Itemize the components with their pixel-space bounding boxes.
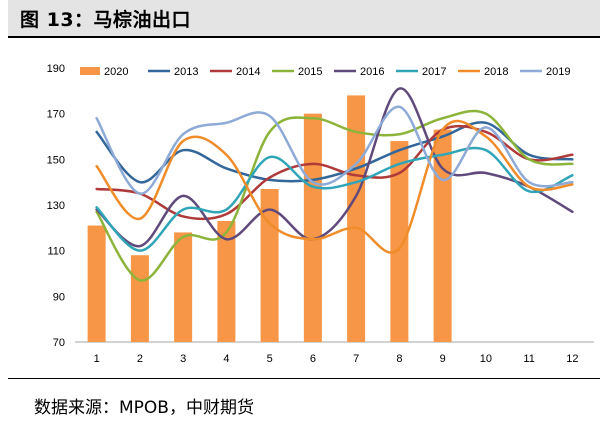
line-2016: [95, 87, 574, 248]
line-series: [95, 87, 574, 282]
legend-label-2019: 2019: [546, 66, 570, 78]
x-tick-label: 9: [440, 353, 446, 365]
bar-2020: [174, 232, 193, 342]
legend-label-2020: 2020: [104, 66, 128, 78]
bar-2020: [130, 255, 149, 342]
x-tick-label: 6: [310, 353, 316, 365]
x-tick-label: 12: [566, 353, 578, 365]
legend-label-2013: 2013: [174, 66, 198, 78]
bar-2020: [390, 141, 409, 342]
bar-2020: [303, 113, 322, 343]
legend-label-2015: 2015: [298, 66, 322, 78]
y-tick-label: 130: [47, 200, 65, 212]
x-tick-label: 3: [180, 353, 186, 365]
x-tick-label: 5: [267, 353, 273, 365]
x-tick-label: 8: [396, 353, 402, 365]
x-tick-label: 7: [353, 353, 359, 365]
x-tick-label: 11: [523, 353, 534, 365]
legend-label-2014: 2014: [236, 66, 260, 78]
y-tick-label: 150: [47, 154, 65, 166]
line-2019: [95, 105, 574, 195]
y-tick-label: 90: [53, 291, 65, 303]
line-2015: [95, 109, 574, 282]
x-tick-label: 2: [137, 353, 143, 365]
bar-2020: [217, 220, 236, 342]
x-tick-label: 4: [223, 353, 229, 365]
bottom-divider: [8, 378, 600, 379]
line-2017: [95, 146, 574, 252]
legend-label-2016: 2016: [360, 66, 384, 78]
y-tick-label: 190: [47, 63, 65, 75]
y-tick-label: 110: [47, 246, 65, 258]
source-note: 数据来源：MPOB，中财期货: [34, 398, 254, 418]
figure-title: 图 13：马棕油出口: [20, 9, 192, 31]
line-2014: [95, 124, 574, 221]
legend-swatch-2020: [80, 67, 100, 75]
chart-area: 70 90 110 130 150 170 190 1 2 3 4 5 6 7 8 9 10 11 12 2020 2…: [8, 38, 604, 374]
bar-2020: [87, 225, 106, 342]
y-tick-label: 70: [53, 337, 65, 349]
legend-label-2017: 2017: [422, 66, 446, 78]
x-tick-label: 1: [94, 353, 100, 365]
line-2018: [95, 119, 574, 254]
figure-header: 图 13：马棕油出口: [8, 0, 600, 38]
bar-2020: [433, 129, 452, 342]
y-tick-label: 170: [47, 109, 65, 121]
chart-legend: 2020 2013 2014 2015 2016 2017 2018 2019: [80, 66, 570, 78]
legend-label-2018: 2018: [484, 66, 508, 78]
x-tick-label: 10: [480, 353, 492, 365]
